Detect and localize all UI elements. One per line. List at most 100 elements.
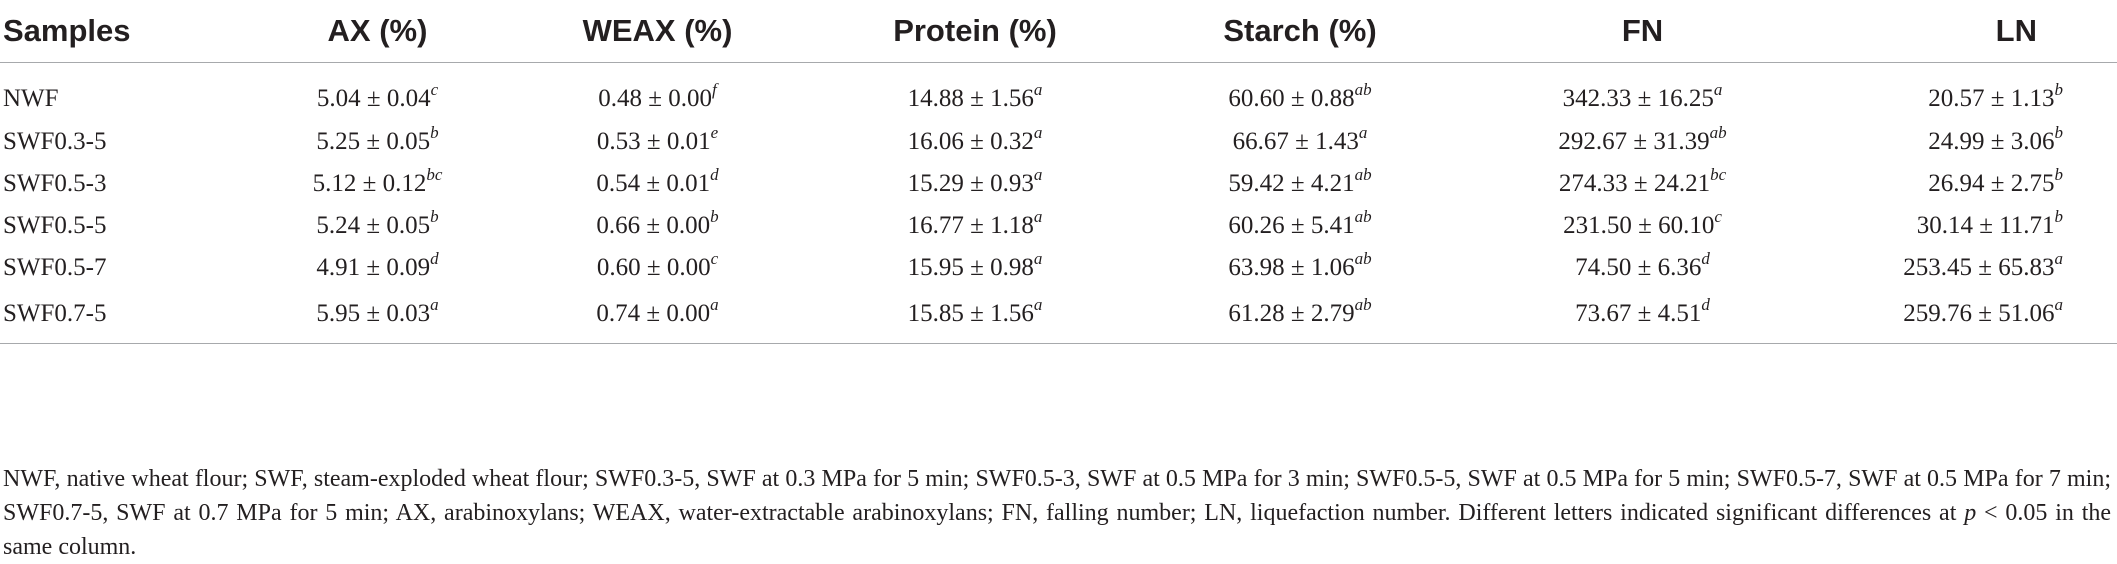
cell-value: 5.04 ± 0.04 xyxy=(316,85,431,112)
significance-letter: b xyxy=(2054,79,2064,99)
table-body: NWF 5.04 ± 0.04c 0.48 ± 0.00f 14.88 ± 1.56a… xyxy=(0,63,2117,344)
significance-letter: c xyxy=(430,79,439,99)
table-cell: 16.77 ± 1.18a xyxy=(820,205,1130,247)
cell-value: 73.67 ± 4.51 xyxy=(1575,300,1702,327)
significance-letter: a xyxy=(1033,164,1043,184)
table-cell: 61.28 ± 2.79ab xyxy=(1130,289,1470,344)
table-cell: 30.14 ± 11.71b xyxy=(1815,205,2117,247)
table-cell: 60.60 ± 0.88ab xyxy=(1130,63,1470,122)
significance-letter: a xyxy=(1033,122,1043,142)
table-cell: 231.50 ± 60.10c xyxy=(1470,205,1815,247)
cell-value: 231.50 ± 60.10 xyxy=(1563,212,1715,239)
significance-letter: d xyxy=(1701,248,1710,268)
table-cell: 274.33 ± 24.21bc xyxy=(1470,163,1815,205)
cell-value: 66.67 ± 1.43 xyxy=(1232,128,1359,155)
significance-letter: ab xyxy=(1354,248,1372,268)
table-cell: 60.26 ± 5.41ab xyxy=(1130,205,1470,247)
significance-letter: f xyxy=(712,79,717,99)
cell-value: 253.45 ± 65.83 xyxy=(1903,254,2055,281)
table-footnote: NWF, native wheat flour; SWF, steam-expl… xyxy=(3,462,2111,564)
table-row: SWF0.3-5 5.25 ± 0.05b 0.53 ± 0.01e 16.06 ± … xyxy=(0,121,2117,163)
significance-letter: b xyxy=(2054,122,2064,142)
table-cell: 59.42 ± 4.21ab xyxy=(1130,163,1470,205)
table-cell: 292.67 ± 31.39ab xyxy=(1470,121,1815,163)
significance-letter: a xyxy=(710,294,719,314)
table-row: SWF0.7-5 5.95 ± 0.03a 0.74 ± 0.00a 15.85 ± … xyxy=(0,289,2117,344)
sample-name: NWF xyxy=(3,85,59,112)
header-ln: LN xyxy=(1995,13,2037,48)
table-cell: 259.76 ± 51.06a xyxy=(1815,289,2117,344)
table-cell: 74.50 ± 6.36d xyxy=(1470,247,1815,289)
cell-value: 24.99 ± 3.06 xyxy=(1928,128,2055,155)
data-table: Samples AX (%) WEAX (%) Protein (%) Star… xyxy=(0,0,2117,344)
cell-value: 5.95 ± 0.03 xyxy=(316,300,431,327)
cell-value: 59.42 ± 4.21 xyxy=(1228,170,1355,197)
table-cell: 4.91 ± 0.09d xyxy=(260,247,495,289)
significance-letter: b xyxy=(430,206,439,226)
significance-letter: a xyxy=(1033,206,1043,226)
cell-value: 30.14 ± 11.71 xyxy=(1916,212,2055,239)
table-cell: 0.74 ± 0.00a xyxy=(495,289,820,344)
cell-value: 15.29 ± 0.93 xyxy=(907,170,1034,197)
significance-letter: c xyxy=(1714,206,1722,226)
table-row: NWF 5.04 ± 0.04c 0.48 ± 0.00f 14.88 ± 1.56a… xyxy=(0,63,2117,122)
table-cell: 0.66 ± 0.00b xyxy=(495,205,820,247)
table-cell: 20.57 ± 1.13b xyxy=(1815,63,2117,122)
cell-value: 20.57 ± 1.13 xyxy=(1928,85,2055,112)
table-cell: 26.94 ± 2.75b xyxy=(1815,163,2117,205)
table-cell: 14.88 ± 1.56a xyxy=(820,63,1130,122)
significance-letter: b xyxy=(2054,206,2064,226)
header-ax: AX (%) xyxy=(327,13,428,48)
cell-value: 259.76 ± 51.06 xyxy=(1903,300,2055,327)
significance-letter: ab xyxy=(1354,294,1372,314)
footnote-text: NWF, native wheat flour; SWF, steam-expl… xyxy=(3,466,2111,526)
cell-value: 61.28 ± 2.79 xyxy=(1228,300,1355,327)
table-cell: 66.67 ± 1.43a xyxy=(1130,121,1470,163)
significance-letter: c xyxy=(710,248,719,268)
significance-letter: ab xyxy=(1354,206,1372,226)
significance-letter: ab xyxy=(1354,79,1372,99)
table-cell: 342.33 ± 16.25a xyxy=(1470,63,1815,122)
cell-value: 5.25 ± 0.05 xyxy=(316,128,431,155)
significance-letter: a xyxy=(2054,248,2064,268)
table-cell: 73.67 ± 4.51d xyxy=(1470,289,1815,344)
header-samples: Samples xyxy=(3,13,131,48)
table-cell: 0.60 ± 0.00c xyxy=(495,247,820,289)
cell-value: 4.91 ± 0.09 xyxy=(316,254,431,281)
significance-letter: b xyxy=(2054,164,2064,184)
table-row: SWF0.5-5 5.24 ± 0.05b 0.66 ± 0.00b 16.77 ± … xyxy=(0,205,2117,247)
cell-value: 0.66 ± 0.00 xyxy=(596,212,711,239)
table-cell: 0.54 ± 0.01d xyxy=(495,163,820,205)
significance-letter: b xyxy=(710,206,719,226)
cell-value: 0.48 ± 0.00 xyxy=(598,85,712,112)
significance-letter: a xyxy=(1033,294,1043,314)
significance-letter: d xyxy=(710,164,719,184)
significance-letter: a xyxy=(1358,122,1368,142)
cell-value: 342.33 ± 16.25 xyxy=(1562,85,1714,112)
table-cell: 5.12 ± 0.12bc xyxy=(260,163,495,205)
header-row: Samples AX (%) WEAX (%) Protein (%) Star… xyxy=(0,0,2117,63)
significance-letter: d xyxy=(1701,294,1710,314)
cell-value: 60.26 ± 5.41 xyxy=(1228,212,1355,239)
table-cell: 5.24 ± 0.05b xyxy=(260,205,495,247)
cell-value: 15.85 ± 1.56 xyxy=(907,300,1034,327)
significance-letter: a xyxy=(1713,79,1723,99)
cell-value: 26.94 ± 2.75 xyxy=(1928,170,2055,197)
sample-name: SWF0.5-5 xyxy=(3,212,107,239)
sample-name: SWF0.5-3 xyxy=(3,170,107,197)
significance-letter: d xyxy=(430,248,439,268)
table-cell: 24.99 ± 3.06b xyxy=(1815,121,2117,163)
header-starch: Starch (%) xyxy=(1223,13,1377,48)
significance-letter: b xyxy=(430,122,439,142)
significance-letter: a xyxy=(1033,79,1043,99)
table-cell: 5.95 ± 0.03a xyxy=(260,289,495,344)
cell-value: 15.95 ± 0.98 xyxy=(907,254,1034,281)
cell-value: 16.77 ± 1.18 xyxy=(907,212,1034,239)
significance-letter: a xyxy=(430,294,439,314)
cell-value: 16.06 ± 0.32 xyxy=(907,128,1034,155)
table-cell: 15.95 ± 0.98a xyxy=(820,247,1130,289)
header-fn: FN xyxy=(1621,13,1664,48)
sample-name: SWF0.7-5 xyxy=(3,300,107,327)
cell-value: 274.33 ± 24.21 xyxy=(1558,170,1711,197)
